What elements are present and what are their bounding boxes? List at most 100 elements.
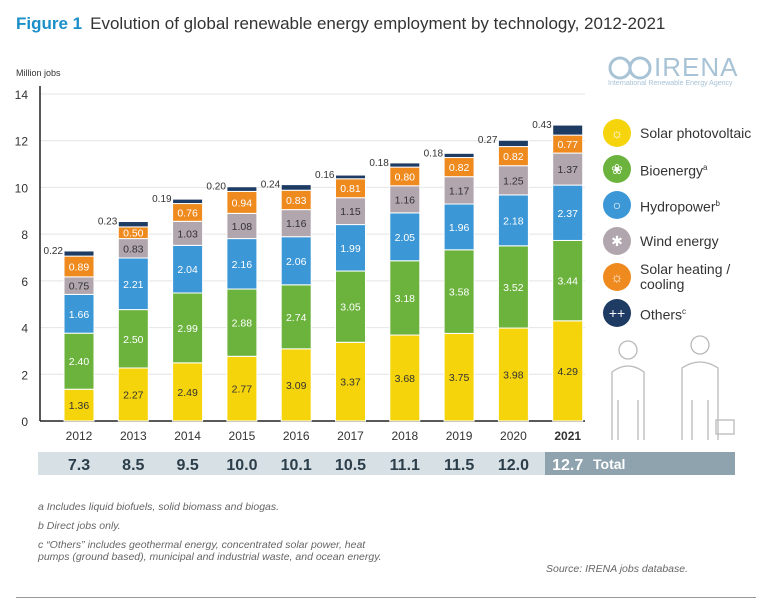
x-tick-label: 2014 [174,429,201,443]
data-label: 0.24 [261,180,281,191]
data-label: 1.96 [449,222,470,234]
x-tick-label: 2021 [554,429,581,443]
water-drop-icon: ○ [603,191,631,219]
footnote-marker: b [715,198,720,208]
data-label: 0.82 [449,162,470,174]
data-label: 2.49 [177,387,198,399]
data-label: 3.75 [449,372,470,384]
total-value: 11.5 [444,457,474,474]
divider [16,597,756,598]
chart-title: Figure 1 Evolution of global renewable en… [16,14,665,34]
y-tick-label: 6 [21,275,28,289]
data-label: 2.04 [177,264,198,276]
data-label: 1.36 [69,400,90,412]
sun-icon: ☼ [603,263,631,291]
totals-band-latest [545,452,735,475]
data-label: 0.19 [152,194,172,205]
legend-item: ❀ Bioenergya [603,154,768,184]
bar-segment [497,139,529,148]
data-label: 3.18 [395,293,416,305]
total-value: 7.3 [68,457,90,474]
data-label: 3.37 [340,377,361,389]
data-label: 0.75 [69,281,90,293]
x-tick-label: 2020 [500,429,527,443]
footnote-c: c “Others” includes geothermal energy, c… [38,539,382,563]
irena-logo: IRENA International Renewable Energy Age… [606,54,746,87]
data-label: 0.80 [395,171,416,183]
bar-segment [172,198,204,205]
bar-segment [443,152,475,159]
footnote-marker: a [703,162,708,172]
bar-segment [280,209,312,238]
total-value: 11.1 [390,457,420,474]
legend: ☼ Solar photovoltaic ❀ Bioenergya ○ Hydropowe… [603,118,768,334]
data-label: 0.18 [369,158,389,169]
data-label: 0.83 [123,243,144,255]
bar-segment [117,257,149,311]
x-tick-label: 2018 [391,429,418,443]
data-label: 2.27 [123,389,144,401]
y-tick-label: 8 [21,228,28,242]
bar-segment [226,186,258,192]
y-tick-label: 0 [21,415,28,429]
legend-item: ☼ Solar heating / cooling [603,262,768,292]
data-label: 1.17 [449,185,470,197]
bar-segment [389,212,421,262]
data-label: 0.81 [340,183,361,195]
bar-segment [443,332,475,422]
stacked-bar-chart: Million jobs 0 2 4 6 8 10 12 14 1.36 2.40 1.66 0.75 0… [15,68,735,475]
logo-name: IRENA [654,52,739,82]
data-label: 3.09 [286,380,307,392]
bar-segment [389,260,421,336]
data-label: 1.66 [69,309,90,321]
y-tick-label: 4 [21,322,28,336]
bar-segment [335,224,366,272]
data-label: 2.21 [123,279,144,291]
data-label: 1.99 [340,243,361,255]
legend-item: ☼ Solar photovoltaic [603,118,768,148]
y-tick-label: 2 [21,368,28,382]
worker-illustration [715,419,735,435]
y-axis-label: Million jobs [16,68,61,78]
data-label: 0.23 [98,217,118,228]
data-label: 0.89 [69,261,90,273]
figure-label: Figure 1 [16,14,83,33]
total-value: 8.5 [122,457,144,474]
legend-item: ○ Hydropowerb [603,190,768,220]
source: Source: IRENA jobs database. [546,563,689,575]
legend-label: Solar photovoltaic [640,124,752,141]
totals-band [38,452,545,475]
data-label: 0.83 [286,195,307,207]
data-label: 0.43 [532,120,552,131]
total-value: 10.1 [281,457,312,474]
worker-illustration [611,365,645,440]
bar-segment [552,124,584,136]
bar-segment [497,327,529,422]
legend-item: ++ Othersc [603,298,768,328]
bar-segment [443,176,475,205]
bar-segment [63,250,95,257]
data-label: 2.16 [232,259,253,271]
data-label: 0.82 [503,151,524,163]
x-tick-label: 2015 [229,429,256,443]
data-label: 1.37 [557,164,578,176]
data-label: 0.27 [478,135,498,146]
data-label: 0.18 [424,148,444,159]
legend-label: Wind energy [640,232,719,249]
data-label: 0.22 [44,246,64,257]
bar-segment [389,162,421,168]
bar-segment [63,388,95,422]
x-tick-label: 2017 [337,429,364,443]
bar-segment [117,221,149,228]
data-label: 3.58 [449,287,470,299]
bar-segment [335,197,366,226]
x-tick-label: 2019 [446,429,473,443]
data-label: 3.68 [395,373,416,385]
data-label: 3.44 [557,276,578,288]
bar-segment [280,284,312,350]
data-label: 2.05 [395,232,416,244]
data-label: 1.03 [177,228,198,240]
data-label: 0.50 [123,228,144,240]
total-value: 10.5 [335,457,366,474]
data-label: 2.40 [69,356,90,368]
